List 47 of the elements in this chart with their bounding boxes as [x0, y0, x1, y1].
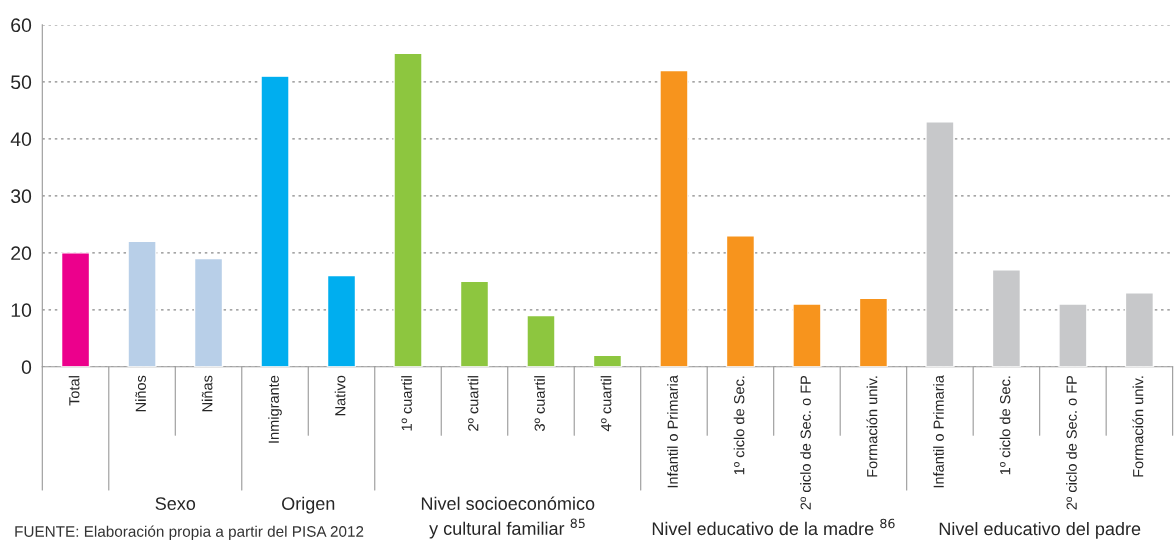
text: Nivel educativo del padre [939, 522, 1141, 539]
y-tick-label: 10 [11, 303, 32, 318]
x-tick-label: 1º cuartil [401, 376, 412, 431]
y-tick-label: 0 [21, 360, 32, 375]
bar [127, 240, 157, 367]
y-tick-label: 50 [11, 75, 32, 90]
bar [858, 297, 889, 367]
x-tick-label: Inmigrante [268, 375, 282, 443]
x-tick-label: 2º ciclo de Sec. o FP [1066, 375, 1077, 510]
text: Nivel educativo de la madre $^{86}$ [652, 518, 895, 536]
x-tick-label: Infantil o Primaria [933, 375, 944, 488]
bar [326, 274, 357, 367]
text: Nivel socioeconómico y cultural familiar $^{85}$ [421, 496, 595, 539]
x-tick-label: 4º cuartil [600, 376, 612, 432]
y-tick-label: 40 [10, 132, 32, 147]
bar [526, 314, 556, 367]
x-tick-label: Infantil o Primaria [667, 375, 678, 488]
bar [193, 257, 224, 367]
text: Origen [282, 496, 335, 514]
x-tick-label: Total [68, 376, 80, 406]
bar [925, 121, 955, 367]
source-note: FUENTE: Elaboración propia a partir del PISA 2012 [15, 525, 364, 540]
bar [1058, 303, 1088, 367]
x-tick-label: Formación univ. [1132, 376, 1144, 477]
bar [60, 252, 91, 367]
y-tick-label: 60 [11, 18, 32, 33]
x-tick-label: 2º ciclo de Sec. o FP [800, 375, 811, 510]
bar [725, 235, 756, 367]
x-tick-label: Nativo [334, 375, 346, 416]
bar [393, 52, 423, 367]
bar [792, 303, 822, 367]
y-tick-label: 30 [11, 189, 32, 204]
x-tick-label: Formación univ. [866, 376, 878, 477]
x-tick-label: Niñas [201, 375, 213, 412]
bar [260, 75, 290, 367]
x-tick-label: Niños [135, 375, 146, 412]
bar [991, 269, 1022, 367]
x-tick-label: 2º cuartil [467, 376, 479, 431]
x-tick-label: 1º ciclo de Sec. [733, 376, 745, 475]
bar [1124, 292, 1155, 367]
text: Sexo [155, 497, 196, 510]
bar [459, 280, 490, 367]
x-tick-label: 3º cuartil [534, 376, 545, 431]
x-tick-label: 1º ciclo de Sec. [999, 376, 1011, 475]
bar [592, 354, 623, 367]
bar [659, 69, 689, 367]
y-tick-label: 20 [11, 246, 32, 261]
